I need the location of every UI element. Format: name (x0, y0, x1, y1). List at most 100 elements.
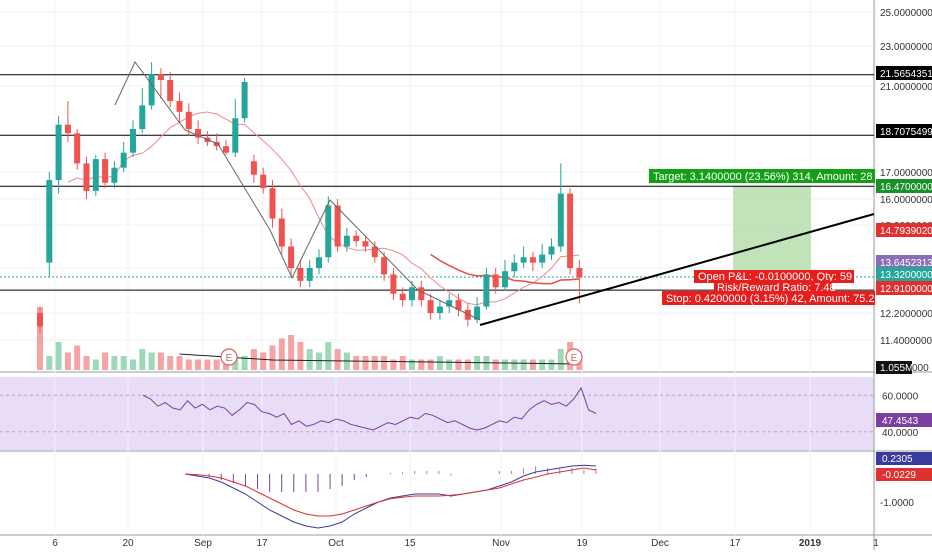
rsi-pane-background (0, 377, 874, 450)
candle-body (55, 124, 62, 181)
candle-body (148, 74, 155, 106)
candle-body (455, 300, 462, 310)
rsi-line (142, 386, 597, 431)
volume-bar (204, 359, 211, 370)
volume-bar (260, 352, 267, 370)
candle-body (139, 105, 146, 129)
volume-bar (334, 349, 341, 370)
candle-body (167, 80, 174, 102)
price-level-value: 13.6452313 (880, 258, 932, 269)
volume-bar (520, 359, 527, 370)
candle-body (529, 257, 536, 263)
pattern-drawing[interactable] (114, 61, 481, 321)
time-tick-label: 19 (576, 538, 588, 549)
volume-ma-line (179, 353, 580, 365)
price-level-badge (876, 255, 932, 269)
price-tick-label: 25.0000000 (880, 8, 932, 19)
volume-bar (502, 359, 508, 370)
volume-bar (130, 359, 136, 370)
candle-body (548, 246, 555, 255)
candle-body (316, 257, 322, 268)
candle-body (343, 235, 350, 247)
target-zone-fill (733, 186, 811, 277)
volume-bar (297, 342, 304, 370)
volume-bar (511, 359, 518, 370)
volume-bar (316, 352, 322, 370)
earnings-marker-icon[interactable] (565, 348, 583, 366)
time-tick-label: 15 (404, 538, 416, 549)
time-tick-label: 1 (873, 538, 879, 549)
volume-bar (436, 356, 443, 370)
candle-body (502, 271, 508, 288)
price-tick-label: 11.4000000 (880, 336, 932, 347)
target-label-bg (649, 169, 875, 183)
candle-body (362, 241, 369, 247)
candle-body (102, 159, 109, 183)
price-level-badge (876, 66, 932, 80)
candle-body (539, 254, 546, 263)
candle-body (464, 309, 471, 320)
volume-bar (176, 356, 183, 370)
candle-body (213, 141, 220, 147)
macd-tick-label: -1.0000 (880, 498, 914, 509)
candle-body (64, 124, 71, 134)
candle-body (334, 205, 341, 247)
volume-bar (83, 356, 90, 370)
volume-bar (64, 352, 71, 370)
volume-axis-label: 000 (912, 363, 929, 374)
earnings-marker-icon[interactable] (220, 348, 238, 366)
volume-bar (325, 342, 332, 370)
time-tick-label: Dec (651, 538, 669, 549)
price-level-badge (876, 124, 932, 138)
volume-bar (539, 359, 546, 370)
time-axis: 6 20 Sep 17 Oct 15 Nov 19 Dec 17 2019 1 (52, 538, 879, 549)
open-pnl-label: Open P&L: -0.0100000, Qty: 59 (698, 271, 852, 283)
volume-bar (557, 349, 564, 370)
volume-bar (464, 359, 471, 370)
trendline[interactable] (479, 213, 875, 326)
candle-body (288, 246, 295, 268)
candle-body (260, 174, 267, 189)
candle-body (92, 159, 99, 191)
volume-bar (241, 356, 248, 370)
rsi-value-badge (876, 413, 932, 427)
volume-bar (139, 349, 146, 370)
candle-body (111, 167, 118, 183)
earnings-marker-label: E (226, 353, 233, 364)
volume-bar (46, 356, 53, 370)
candle-body (83, 163, 90, 191)
signal-value: -0.0229 (882, 470, 916, 481)
volume-bar (185, 359, 192, 370)
volume-bar (250, 349, 257, 370)
time-tick-label: 6 (52, 538, 58, 549)
candle-body (520, 257, 527, 263)
candles (37, 62, 583, 334)
macd-line (184, 464, 597, 529)
candle-body (278, 218, 285, 247)
volume-bar (92, 359, 99, 370)
candle-body (306, 268, 313, 281)
volume-bar (371, 356, 378, 370)
price-level-value: 13.3200000 (880, 270, 932, 281)
volume-bar (102, 352, 109, 370)
candle-body (576, 268, 583, 278)
candle-body (232, 118, 239, 153)
macd-value-badge (876, 452, 932, 465)
time-tick-label: 2019 (799, 538, 822, 549)
volume-bar (455, 359, 462, 370)
candle-body (409, 287, 415, 301)
candle-body (250, 161, 257, 175)
target-label-group: Target: 3.1400000 (23.56%) 314, Amount: … (649, 169, 875, 183)
price-tick-label: 21.0000000 (880, 82, 932, 93)
candle-body (446, 300, 453, 307)
candle-body (325, 205, 332, 258)
time-tick-label: 20 (122, 538, 134, 549)
volume-bar (399, 356, 406, 370)
candle-body (353, 235, 360, 242)
target-label: Target: 3.1400000 (23.56%) 314, Amount: … (653, 171, 873, 183)
price-tick-label: 23.0000000 (880, 42, 932, 53)
price-level-value: 21.5654351 (880, 69, 932, 80)
drawings (114, 61, 875, 326)
volume-bar (548, 359, 555, 370)
